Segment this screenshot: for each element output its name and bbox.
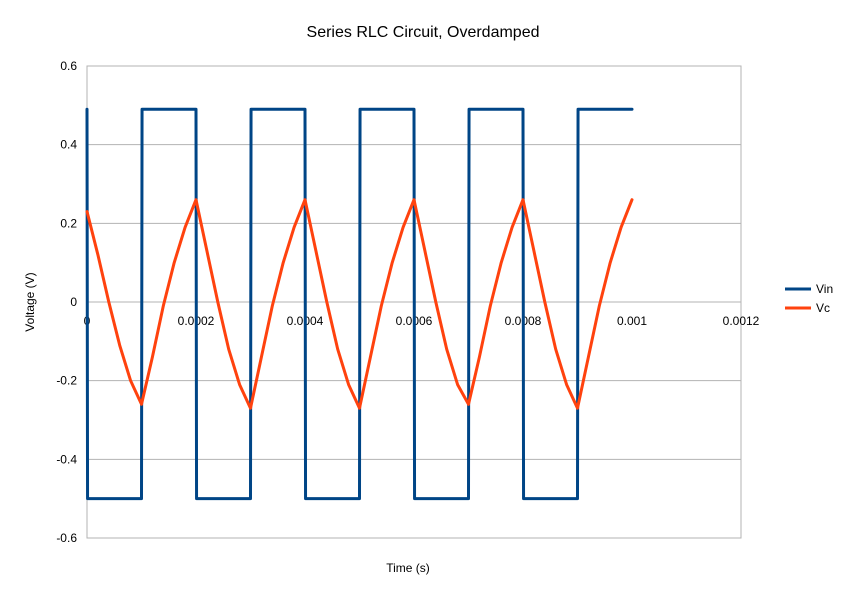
series-line-vc — [85, 198, 634, 410]
x-axis-label: Time (s) — [386, 561, 430, 575]
x-axis-ticks: 0 0.0002 0.0004 0.0006 0.0008 0.001 0.0012 — [84, 314, 760, 328]
y-tick-label: -0.2 — [56, 374, 77, 388]
y-tick-label: 0 — [70, 295, 77, 309]
y-axis-label: Voltage (V) — [23, 272, 37, 331]
y-tick-label: 0.2 — [60, 216, 77, 230]
chart-title: Series RLC Circuit, Overdamped — [307, 24, 540, 41]
y-tick-label: 0.6 — [60, 59, 77, 73]
y-tick-label: -0.4 — [56, 452, 77, 466]
legend: Vin Vc — [785, 282, 833, 315]
x-tick-label: 0.0012 — [723, 314, 760, 328]
legend-label: Vin — [816, 282, 833, 296]
y-tick-label: 0.4 — [60, 138, 77, 152]
legend-label: Vc — [816, 301, 830, 315]
y-tick-label: -0.6 — [56, 531, 77, 545]
x-tick-label: 0.001 — [617, 314, 647, 328]
y-axis-ticks: 0.6 0.4 0.2 0 -0.2 -0.4 -0.6 — [56, 59, 77, 545]
series-layer — [85, 107, 634, 501]
series-line-vin — [85, 107, 634, 501]
